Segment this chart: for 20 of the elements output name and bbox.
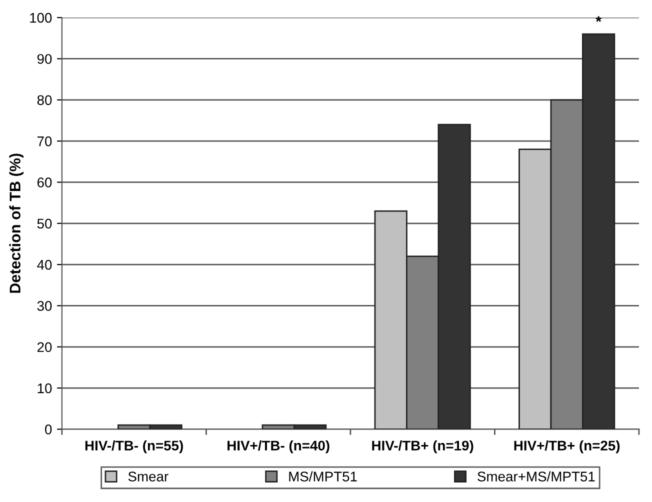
y-tick-label: 80 xyxy=(37,95,52,106)
y-tick-label: 90 xyxy=(37,54,52,64)
y-tick-label: 70 xyxy=(37,136,52,146)
x-tick-label: HIV+/TB+ (n=25) xyxy=(514,440,620,454)
y-tick-label: 40 xyxy=(37,260,52,270)
legend-label: Smear+MS/MPT51 xyxy=(478,471,595,482)
x-tick-label: HIV-/TB+ (n=19) xyxy=(372,440,474,454)
y-tick-label: 100 xyxy=(30,12,52,23)
y-tick-label: 60 xyxy=(37,178,52,188)
y-tick-label: 0 xyxy=(45,424,52,434)
annotation: * xyxy=(596,16,602,22)
y-tick-label: 30 xyxy=(37,301,52,311)
y-tick-label: 20 xyxy=(37,342,52,352)
y-axis-title: Detection of TB (%) xyxy=(9,154,24,293)
legend-label: MS/MPT51 xyxy=(289,471,357,482)
x-tick-label: HIV-/TB- (n=55) xyxy=(85,440,183,454)
y-tick-label: 10 xyxy=(38,383,52,394)
y-tick-label: 50 xyxy=(37,218,52,229)
x-tick-label: HIV+/TB- (n=40) xyxy=(228,440,330,454)
legend-label: Smear xyxy=(128,472,168,482)
